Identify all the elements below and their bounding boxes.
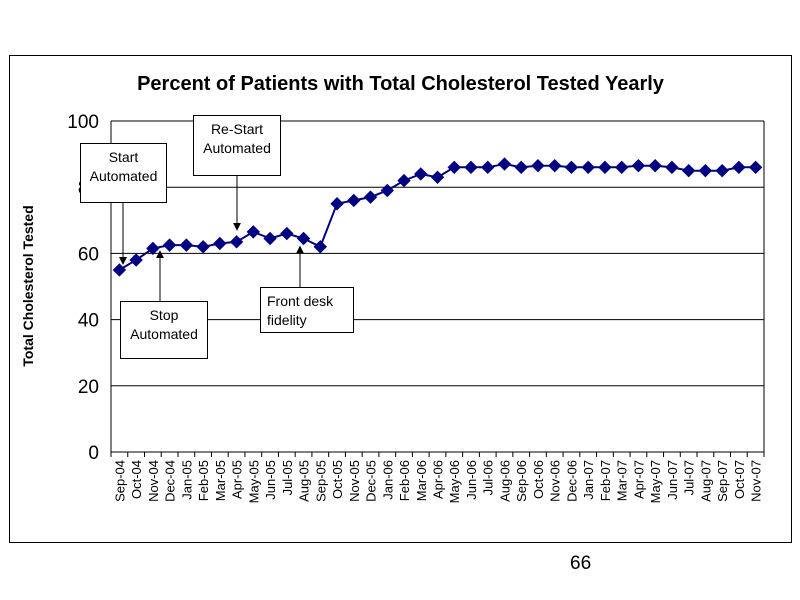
x-tick-label: Jul-05 (280, 460, 295, 495)
y-tick-label: 60 (78, 244, 99, 265)
data-point (547, 158, 562, 173)
data-point (748, 160, 763, 175)
data-point (229, 235, 244, 249)
y-tick-label: 0 (88, 443, 99, 464)
data-point (363, 190, 378, 204)
y-tick-label: 20 (78, 377, 99, 398)
data-point (581, 160, 595, 175)
data-point (414, 167, 428, 181)
x-tick-label: Dec-06 (564, 460, 579, 502)
data-point (313, 240, 328, 254)
x-tick-label: May-07 (648, 460, 663, 503)
data-point (179, 238, 194, 252)
page-number: 66 (570, 553, 592, 574)
data-point (129, 253, 143, 267)
data-point (648, 158, 662, 173)
data-point (481, 160, 495, 175)
x-tick-label: May-05 (246, 460, 261, 503)
data-point (614, 160, 629, 175)
y-tick-label: 40 (78, 311, 99, 332)
data-point (531, 158, 545, 173)
x-tick-label: Apr-07 (631, 460, 646, 499)
x-tick-label: Oct-06 (531, 460, 546, 499)
x-tick-label: Jul-07 (682, 460, 697, 495)
chart-title: Percent of Patients with Total Cholester… (137, 73, 664, 95)
data-point (698, 163, 713, 178)
annotation-line: Stop (149, 307, 179, 323)
data-point (380, 183, 394, 198)
annotation-line: Front desk (267, 293, 334, 309)
x-tick-label: Aug-07 (698, 460, 713, 502)
x-tick-label: Aug-06 (497, 460, 512, 502)
data-point (681, 163, 696, 178)
annotation-stop-automated: Stop Automated (120, 301, 208, 359)
annotation-line: fidelity (267, 312, 307, 328)
annotation-line: Automated (203, 140, 271, 156)
x-tick-label: Jun-06 (464, 460, 479, 500)
data-point (330, 197, 344, 211)
x-tick-label: Aug-05 (297, 460, 312, 502)
data-point (464, 160, 478, 175)
data-point (112, 263, 127, 277)
x-tick-label: Mar-07 (615, 460, 630, 501)
data-point (196, 240, 210, 254)
x-tick-label: Jun-07 (665, 460, 680, 500)
x-tick-label: Jan-06 (380, 460, 395, 500)
x-tick-label: Sep-05 (313, 460, 328, 502)
x-tick-label: May-06 (447, 460, 462, 503)
x-tick-label: Nov-05 (347, 460, 362, 502)
data-point (665, 160, 679, 175)
data-point (514, 160, 528, 175)
data-point (162, 238, 177, 252)
x-tick-label: Nov-04 (146, 460, 161, 502)
data-point (263, 231, 277, 246)
x-tick-label: Oct-07 (732, 460, 747, 499)
annotation-restart-automated: Re-Start Automated (193, 115, 281, 176)
data-point (447, 160, 461, 175)
x-tick-label: Sep-07 (715, 460, 730, 502)
data-point (246, 225, 261, 239)
x-tick-label: Feb-07 (598, 460, 613, 501)
data-point (430, 170, 445, 184)
x-tick-label: Oct-05 (330, 460, 345, 499)
x-tick-label: Mar-06 (414, 460, 429, 501)
data-point (715, 163, 729, 178)
annotation-line: Automated (130, 326, 198, 342)
data-point (296, 231, 311, 246)
x-tick-label: Jul-06 (481, 460, 496, 495)
annotation-line: Start (108, 149, 139, 165)
x-tick-label: Dec-05 (364, 460, 379, 502)
x-tick-label: Dec-04 (163, 460, 178, 502)
x-tick-label: Feb-06 (397, 460, 412, 501)
data-point (631, 158, 646, 173)
data-point (146, 241, 160, 256)
x-tick-label: Feb-05 (196, 460, 211, 501)
x-tick-label: Nov-07 (749, 460, 764, 502)
chart-frame (9, 55, 792, 543)
data-point (497, 157, 512, 171)
x-tick-label: Nov-06 (548, 460, 563, 502)
x-tick-label: Mar-05 (213, 460, 228, 501)
data-point (397, 173, 411, 188)
annotation-line: Automated (89, 168, 158, 184)
y-tick-label: 100 (67, 112, 99, 133)
data-point (347, 193, 361, 208)
data-point (598, 160, 612, 175)
x-tick-label: Sep-06 (514, 460, 529, 502)
data-point (732, 160, 746, 175)
annotation-line: Re-Start (210, 121, 264, 137)
x-tick-label: Jan-07 (581, 460, 596, 500)
x-tick-label: Jan-05 (179, 460, 194, 500)
data-point (280, 226, 294, 241)
data-point (564, 160, 579, 175)
x-tick-label: Oct-04 (129, 460, 144, 499)
annotation-front-desk-fidelity: Front desk fidelity (260, 287, 354, 333)
annotation-start-automated: Start Automated (80, 143, 167, 203)
x-tick-label: Apr-05 (230, 460, 245, 499)
x-tick-label: Sep-04 (112, 460, 127, 502)
x-tick-label: Apr-06 (431, 460, 446, 499)
x-tick-label: Jun-05 (263, 460, 278, 500)
data-point (213, 236, 227, 251)
